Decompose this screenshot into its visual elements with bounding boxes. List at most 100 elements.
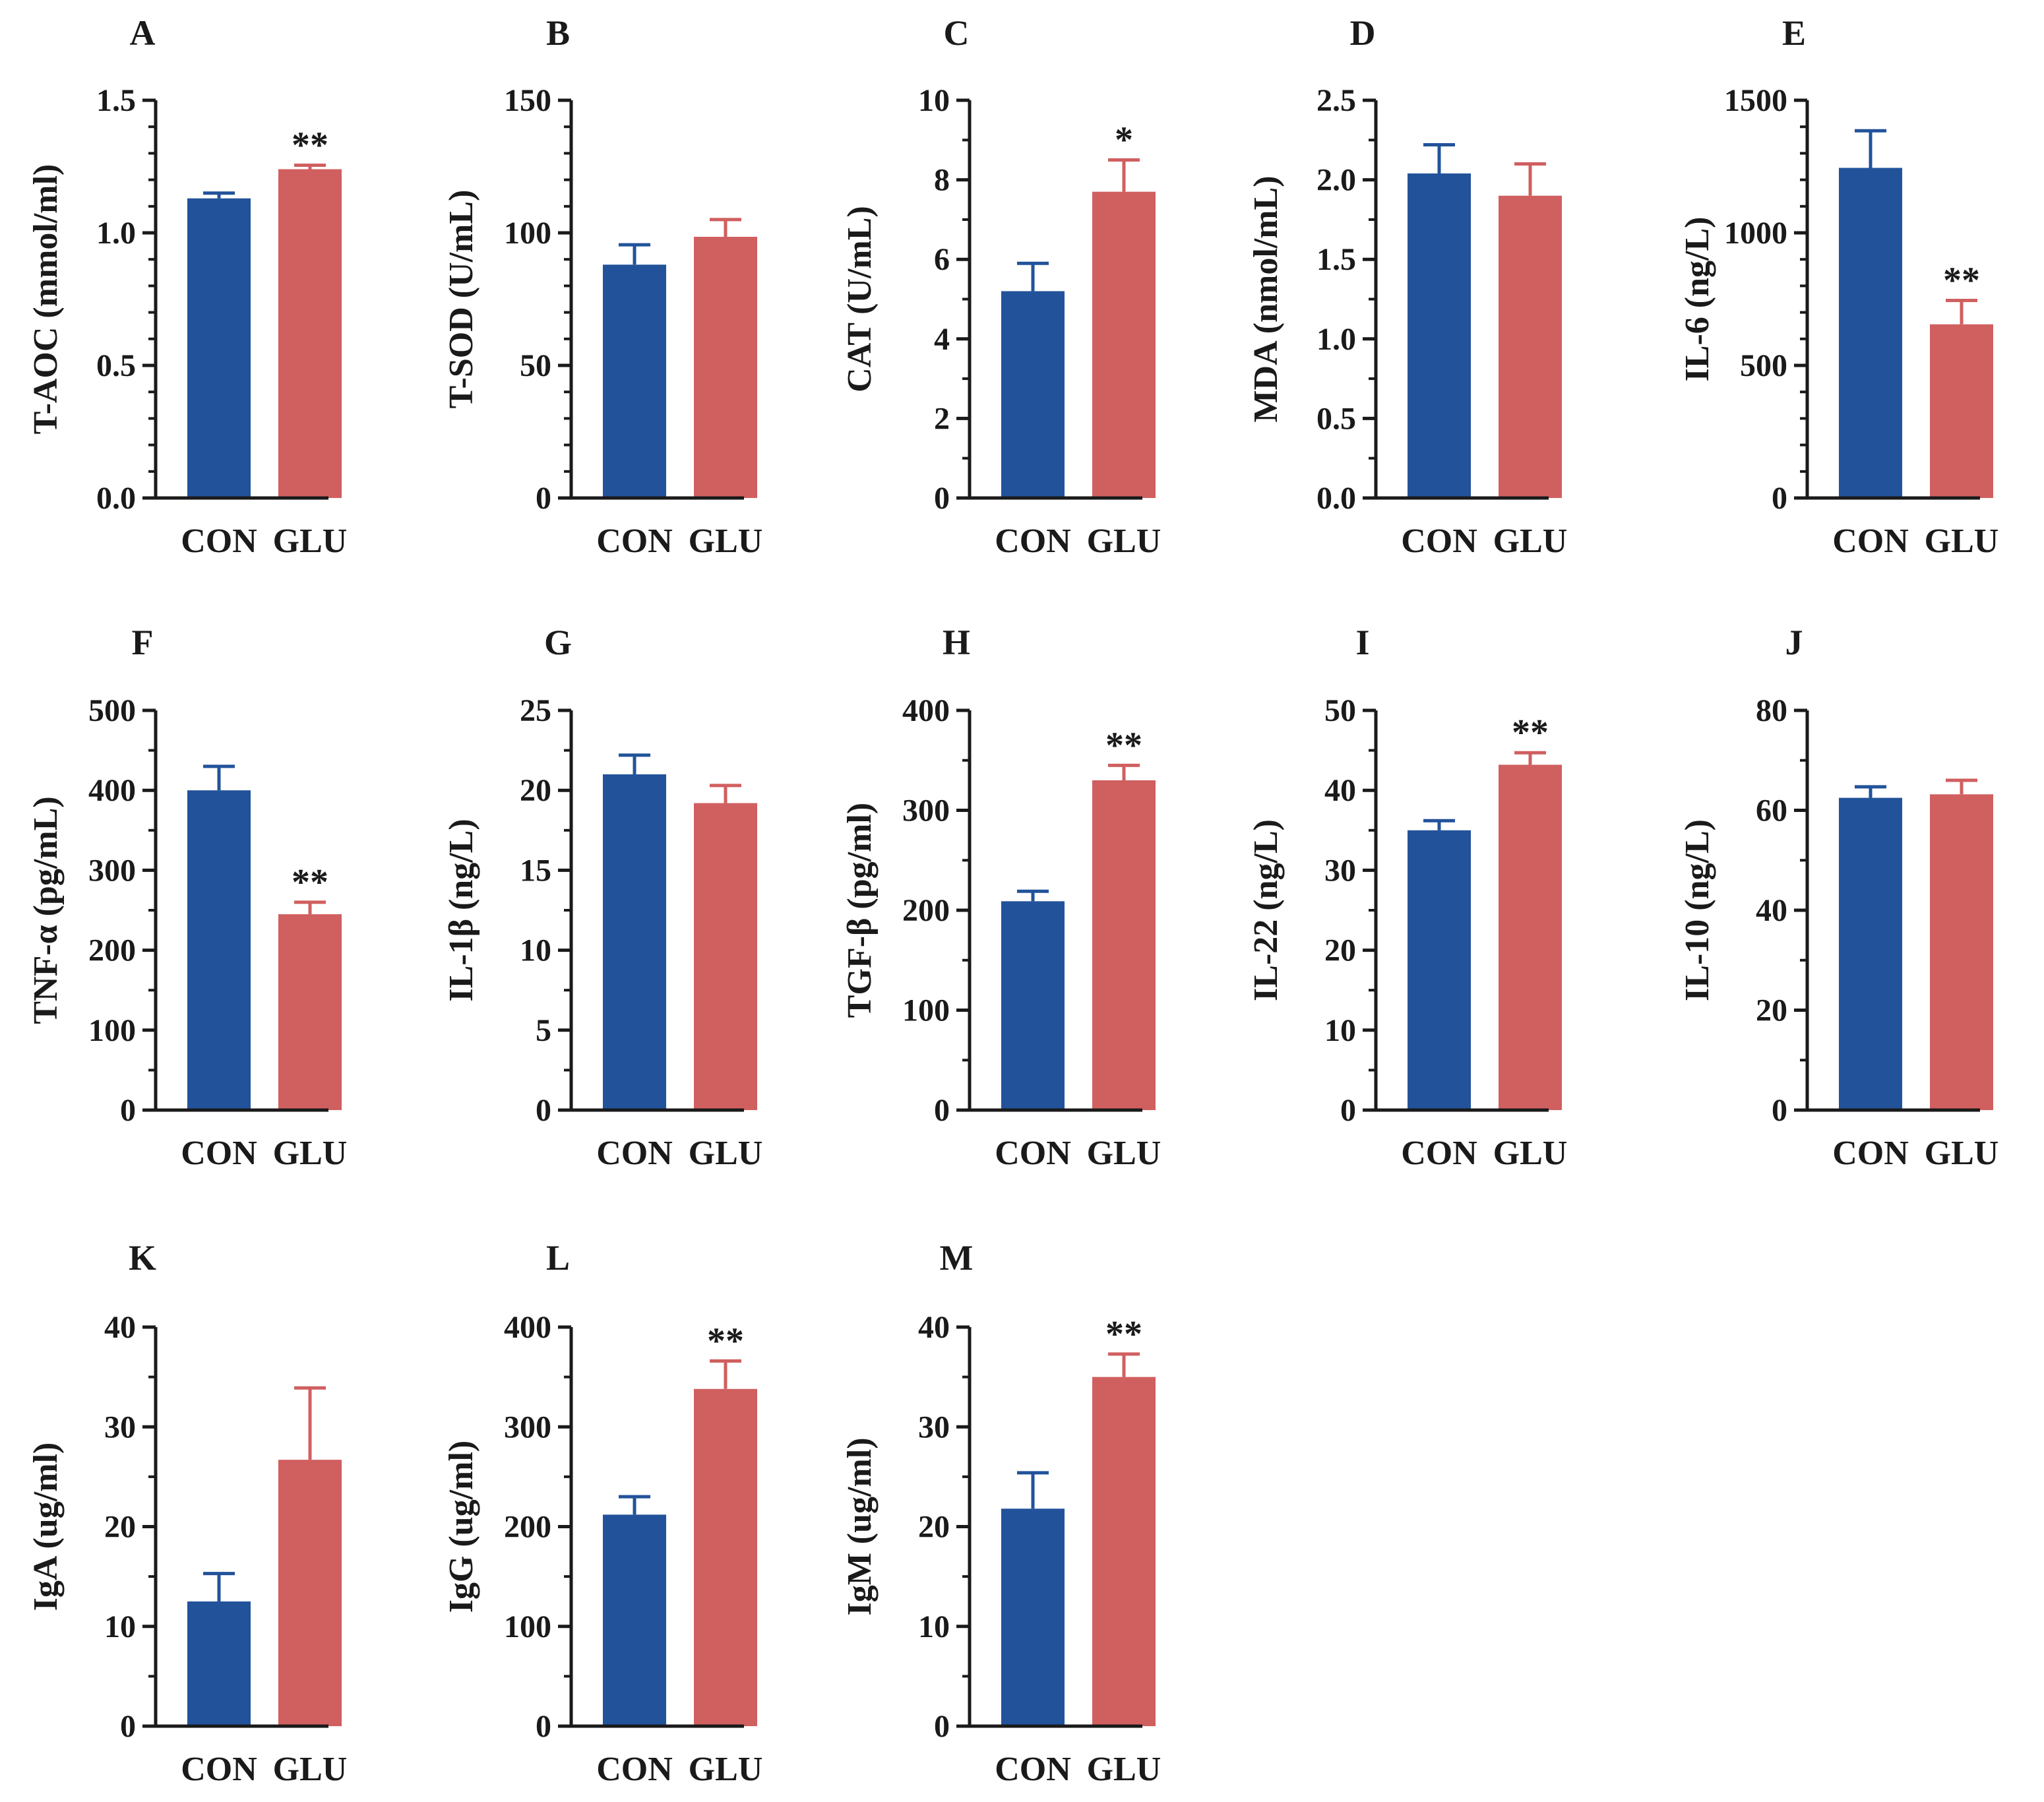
y-axis-title: TNF-α (pg/mL)	[27, 796, 65, 1024]
category-label-con: CON	[995, 1751, 1071, 1788]
panel-letter: M	[940, 1238, 974, 1278]
y-tick-label: 150	[504, 83, 551, 118]
bar-con	[1001, 291, 1065, 498]
panel-b: B T-SOD (U/mL) CON GLU 0 50 100 150	[443, 13, 762, 560]
y-tick-label: 0	[1772, 481, 1787, 516]
y-tick-label: 500	[88, 693, 136, 728]
panel-i: I IL-22 (ng/L) CON ** GLU 0 10 20 30 40 50	[1247, 623, 1567, 1172]
y-tick-label: 300	[902, 793, 950, 828]
panel-letter: C	[944, 13, 970, 53]
panel-letter: B	[546, 13, 570, 53]
y-tick-label: 0.5	[96, 348, 136, 383]
bar-glu	[694, 803, 757, 1110]
panel-h: H TGF-β (pg/ml) CON ** GLU 0 100 200 300 400	[841, 623, 1161, 1172]
y-tick-label: 10	[918, 83, 950, 118]
y-axis-title: IgM (ug/ml)	[841, 1437, 879, 1615]
panel-k: K IgA (ug/ml) CON GLU 0 10 20 30 40	[27, 1238, 347, 1788]
y-tick-label: 200	[88, 933, 136, 968]
bar-con	[187, 790, 251, 1110]
y-tick-label: 100	[88, 1013, 136, 1048]
panel-letter: G	[544, 623, 572, 662]
y-tick-label: 1000	[1724, 216, 1787, 251]
y-tick-label: 0.0	[1316, 481, 1356, 516]
category-label-glu: GLU	[689, 522, 763, 560]
bar-glu	[278, 1460, 342, 1726]
category-label-con: CON	[181, 1751, 257, 1788]
bar-glu	[1499, 764, 1562, 1110]
y-axis-title: IgG (ug/ml)	[443, 1441, 480, 1613]
y-tick-label: 0	[536, 1709, 551, 1744]
y-tick-label: 60	[1756, 793, 1787, 828]
panel-letter: A	[130, 13, 156, 53]
panel-letter: D	[1350, 13, 1376, 53]
y-tick-label: 30	[918, 1410, 950, 1445]
panel-e: E IL-6 (ng/L) CON ** GLU 0 500 1000 1500	[1679, 13, 1998, 560]
y-tick-label: 0	[120, 1093, 136, 1128]
significance-label: **	[1105, 1314, 1142, 1355]
y-tick-label: 20	[918, 1510, 950, 1545]
category-label-con: CON	[1401, 1134, 1477, 1172]
category-label-glu: GLU	[1493, 1134, 1568, 1172]
significance-label: **	[292, 862, 328, 903]
y-axis-title: IL-22 (ng/L)	[1247, 819, 1285, 1001]
category-label-con: CON	[1832, 1134, 1909, 1172]
panel-f: F TNF-α (pg/mL) CON ** GLU 0 100 200 300 400 500	[27, 623, 347, 1172]
category-label-glu: GLU	[1493, 522, 1568, 560]
significance-label: **	[1512, 712, 1549, 753]
category-label-glu: GLU	[273, 1751, 348, 1788]
y-axis-title: CAT (U/mL)	[841, 206, 879, 392]
bar-glu	[1930, 324, 1993, 498]
category-label-con: CON	[995, 1134, 1071, 1172]
y-tick-label: 25	[520, 693, 551, 728]
bar-glu	[1499, 195, 1562, 498]
y-axis-title: MDA (nmol/mL)	[1247, 175, 1285, 422]
panel-letter: H	[943, 623, 970, 662]
category-label-glu: GLU	[1087, 522, 1161, 560]
category-label-con: CON	[1832, 522, 1909, 560]
panel-letter: L	[546, 1238, 570, 1278]
y-axis-title: IL-10 (ng/L)	[1679, 819, 1716, 1001]
y-tick-label: 2.5	[1316, 83, 1356, 118]
y-axis-title: T-SOD (U/mL)	[443, 190, 480, 409]
bar-glu	[694, 1388, 757, 1726]
y-tick-label: 10	[918, 1609, 950, 1644]
y-tick-label: 400	[88, 773, 136, 808]
bar-con	[603, 264, 666, 498]
y-tick-label: 300	[504, 1410, 551, 1445]
y-tick-label: 0	[934, 1093, 950, 1128]
y-tick-label: 40	[1324, 773, 1356, 808]
y-tick-label: 1.0	[1316, 322, 1356, 357]
y-tick-label: 10	[1324, 1013, 1356, 1048]
y-tick-label: 100	[504, 1609, 551, 1644]
significance-label: **	[707, 1320, 744, 1361]
bar-con	[1408, 830, 1471, 1110]
significance-label: *	[1115, 119, 1133, 160]
y-tick-label: 40	[918, 1310, 950, 1345]
bar-glu	[1930, 794, 1993, 1110]
panel-m: M IgM (ug/ml) CON ** GLU 0 10 20 30 40	[841, 1238, 1161, 1788]
bar-glu	[278, 914, 342, 1110]
bar-glu	[1092, 191, 1156, 498]
category-label-con: CON	[995, 522, 1071, 560]
panel-letter: E	[1782, 13, 1806, 53]
y-tick-label: 400	[504, 1310, 551, 1345]
y-tick-label: 500	[1740, 348, 1787, 383]
bar-con	[603, 774, 666, 1110]
bar-con	[1839, 168, 1902, 498]
category-label-glu: GLU	[689, 1134, 763, 1172]
y-tick-label: 10	[104, 1609, 136, 1644]
category-label-con: CON	[596, 1134, 673, 1172]
y-tick-label: 20	[1756, 993, 1787, 1028]
bar-glu	[1092, 780, 1156, 1110]
y-tick-label: 2	[934, 401, 950, 436]
y-tick-label: 4	[934, 322, 950, 357]
bar-glu	[694, 237, 757, 498]
y-tick-label: 30	[104, 1410, 136, 1445]
significance-label: **	[292, 125, 328, 166]
bar-con	[187, 198, 251, 498]
y-tick-label: 1.0	[96, 216, 136, 251]
category-label-con: CON	[1401, 522, 1477, 560]
y-tick-label: 20	[520, 773, 551, 808]
y-tick-label: 300	[88, 853, 136, 888]
y-tick-label: 0	[934, 481, 950, 516]
